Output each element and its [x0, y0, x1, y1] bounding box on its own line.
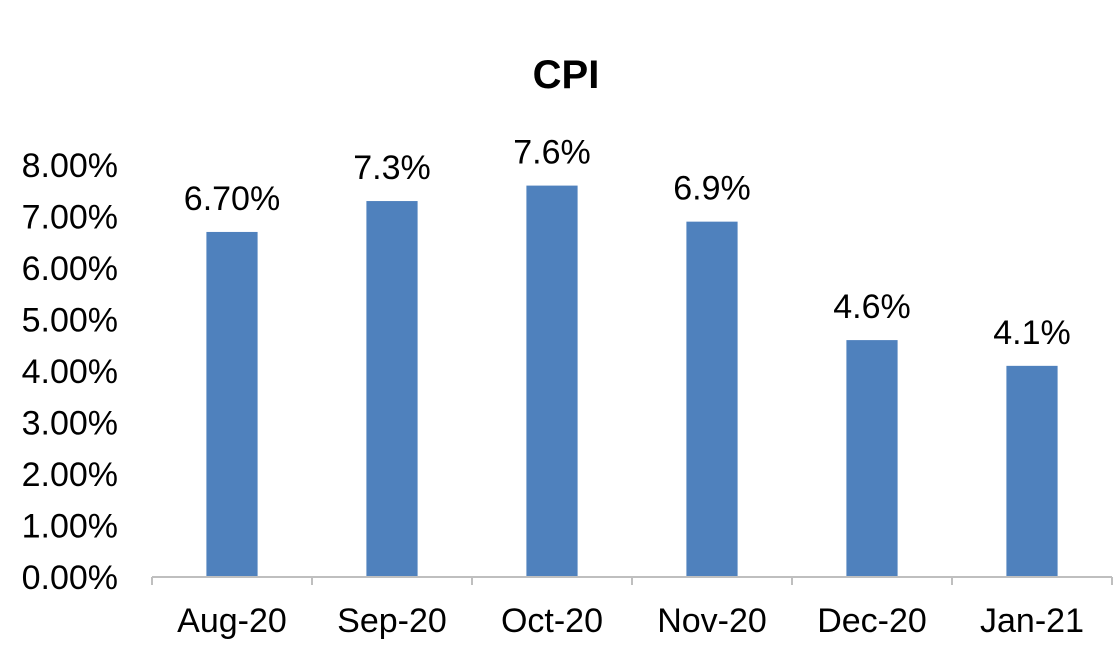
- y-tick-label: 0.00%: [22, 559, 118, 597]
- data-label: 4.1%: [993, 314, 1071, 352]
- y-tick-label: 1.00%: [22, 508, 118, 546]
- bar-aug-20: [206, 231, 258, 577]
- bar-dec-20: [846, 340, 898, 577]
- x-tick-label: Aug-20: [177, 602, 287, 640]
- data-label: 6.70%: [184, 180, 280, 218]
- data-label: 7.3%: [353, 149, 431, 187]
- y-axis-ticks: 0.00% 1.00% 2.00% 3.00% 4.00% 5.00% 6.00% 7.00%…: [22, 147, 118, 597]
- y-tick-label: 8.00%: [22, 147, 118, 185]
- bar-nov-20: [686, 221, 738, 577]
- bar-jan-21: [1006, 365, 1058, 577]
- data-label: 7.6%: [513, 134, 591, 172]
- y-tick-label: 5.00%: [22, 302, 118, 340]
- bar-oct-20: [526, 185, 578, 577]
- x-tick-label: Dec-20: [817, 602, 927, 640]
- x-tick-label: Jan-21: [980, 602, 1084, 640]
- y-tick-label: 2.00%: [22, 456, 118, 494]
- x-tick-label: Sep-20: [337, 602, 447, 640]
- data-label: 4.6%: [833, 288, 911, 326]
- bar-sep-20: [366, 201, 418, 578]
- data-labels: 6.70% 7.3% 7.6% 6.9% 4.6% 4.1%: [184, 134, 1071, 352]
- chart-title: CPI: [533, 53, 600, 97]
- y-tick-label: 7.00%: [22, 199, 118, 237]
- bars: [206, 185, 1058, 578]
- x-tick-label: Nov-20: [657, 602, 767, 640]
- x-axis: Aug-20 Sep-20 Oct-20 Nov-20 Dec-20 Jan-21: [151, 576, 1113, 640]
- data-label: 6.9%: [673, 170, 751, 208]
- y-tick-label: 3.00%: [22, 405, 118, 443]
- y-tick-label: 6.00%: [22, 250, 118, 288]
- y-tick-label: 4.00%: [22, 353, 118, 391]
- x-tick-label: Oct-20: [501, 602, 603, 640]
